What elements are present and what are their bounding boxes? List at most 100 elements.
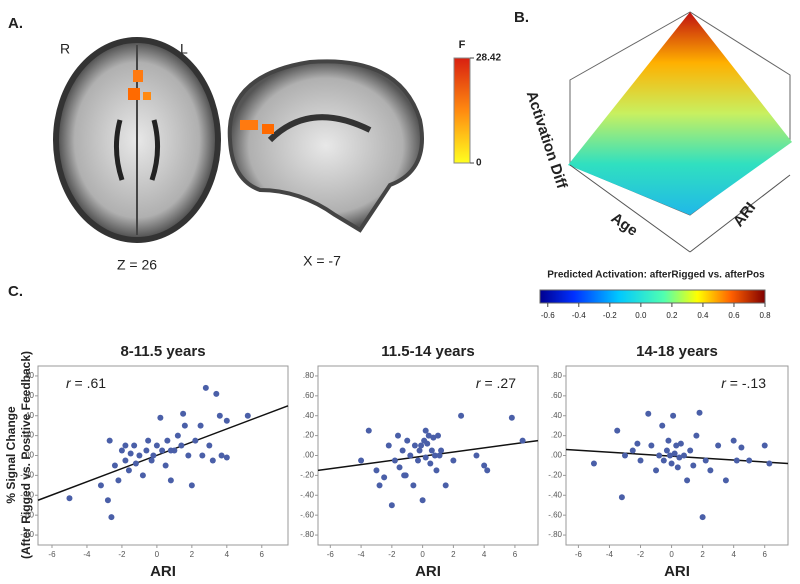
point — [473, 452, 480, 459]
side-label: L — [180, 41, 188, 57]
y-tick-label: .00 — [303, 451, 315, 460]
point — [660, 457, 667, 464]
colorbar-tick-label: -0.4 — [572, 311, 586, 320]
plot-frame — [565, 365, 789, 546]
point — [401, 472, 408, 479]
y-tick-label: .20 — [23, 431, 35, 440]
x-tick-label: 4 — [225, 550, 230, 559]
x-axis-label: Age — [608, 209, 641, 239]
point — [702, 457, 709, 464]
point — [118, 447, 125, 454]
point — [618, 494, 625, 501]
point — [634, 440, 641, 447]
y-tick-label: -.20 — [548, 470, 562, 479]
point — [178, 442, 185, 449]
y-tick-label: -.40 — [300, 490, 314, 499]
surface-plot — [568, 11, 792, 253]
point — [442, 482, 449, 489]
point — [388, 502, 395, 509]
y-tick-label: .40 — [303, 411, 315, 420]
point — [648, 442, 655, 449]
x-tick-label: -6 — [575, 550, 583, 559]
point — [381, 474, 388, 481]
x-tick-label: 4 — [731, 550, 736, 559]
point — [433, 467, 440, 474]
y-tick-label: .80 — [551, 371, 563, 380]
y-tick-label: .60 — [23, 391, 35, 400]
point — [159, 447, 166, 454]
point — [66, 495, 73, 502]
x-axis-title: ARI — [150, 563, 176, 580]
x-tick-label: 6 — [762, 550, 767, 559]
point — [223, 417, 230, 424]
axial-slice — [53, 37, 221, 243]
y-tick-label: -.80 — [548, 530, 562, 539]
point — [458, 412, 465, 419]
y-tick-label: -.40 — [20, 490, 34, 499]
y-axis-label: ARI — [730, 199, 759, 230]
fit-line — [317, 439, 539, 472]
point — [418, 442, 425, 449]
point — [244, 412, 251, 419]
colorbar-title: F — [459, 39, 466, 51]
colorbar-tick-label: -0.2 — [603, 311, 617, 320]
point — [199, 452, 206, 459]
point — [430, 434, 437, 441]
y-tick-label: -.60 — [20, 510, 34, 519]
point — [106, 437, 113, 444]
chart-title: 8-11.5 years — [120, 343, 205, 360]
point — [422, 427, 429, 434]
colorbar-tick-label: 0.2 — [666, 311, 678, 320]
point — [436, 452, 443, 459]
colorbar-tick-label: 0.6 — [728, 311, 740, 320]
y-axis-title: % Signal Change — [4, 406, 18, 504]
point — [153, 442, 160, 449]
point — [174, 432, 181, 439]
colorbar-tick-label: 0.0 — [635, 311, 647, 320]
y-tick-label: .00 — [23, 451, 35, 460]
point — [111, 462, 118, 469]
annotation: r = .27 — [476, 375, 516, 391]
point — [508, 414, 515, 421]
point — [667, 452, 674, 459]
point — [422, 454, 429, 461]
point — [670, 412, 677, 419]
x-tick-label: 2 — [700, 550, 705, 559]
y-tick-label: .60 — [303, 391, 315, 400]
point — [673, 442, 680, 449]
point — [438, 447, 445, 454]
x-tick-label: -4 — [83, 550, 91, 559]
point — [213, 390, 220, 397]
point — [143, 447, 150, 454]
x-axis-title: ARI — [415, 563, 441, 580]
point — [665, 437, 672, 444]
point — [671, 450, 678, 457]
point — [419, 497, 426, 504]
point — [707, 467, 714, 474]
y-tick-label: -.60 — [300, 510, 314, 519]
point — [365, 427, 372, 434]
point — [185, 452, 192, 459]
point — [218, 452, 225, 459]
annotation-symbol: r — [476, 375, 482, 391]
colorbar-title: Predicted Activation: afterRigged vs. af… — [547, 270, 765, 281]
annotation: r = -.13 — [721, 375, 766, 391]
y-tick-label: .60 — [551, 391, 563, 400]
y-tick-label: .80 — [23, 371, 35, 380]
point — [656, 452, 663, 459]
point — [425, 432, 432, 439]
point — [162, 462, 169, 469]
point — [766, 460, 773, 467]
point — [115, 477, 122, 484]
point — [122, 442, 129, 449]
point — [180, 410, 187, 417]
x-tick-label: 4 — [482, 550, 487, 559]
y-tick-label: -.40 — [548, 490, 562, 499]
chart-title: 14-18 years — [636, 343, 718, 360]
plot-frame — [37, 365, 289, 546]
point — [391, 457, 398, 464]
y-tick-label: -.20 — [20, 470, 34, 479]
y-tick-label: .00 — [551, 451, 563, 460]
x-tick-label: -2 — [118, 550, 126, 559]
